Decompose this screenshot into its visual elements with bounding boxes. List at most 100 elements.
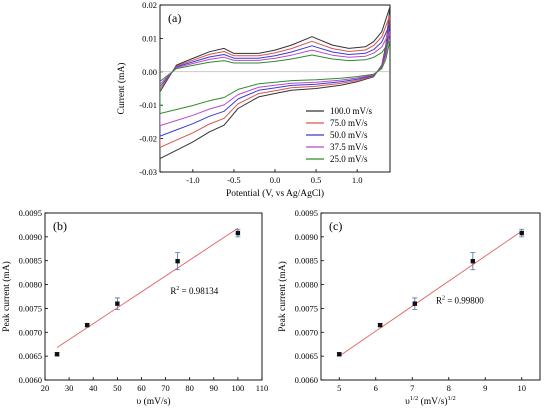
data-point — [54, 352, 60, 357]
x-tick-label: 7 — [410, 383, 414, 393]
annotation-part: = 0.98134 — [179, 286, 218, 296]
data-point — [519, 228, 525, 238]
annotation-superscript: 2 — [442, 296, 445, 302]
data-point — [377, 322, 383, 328]
x-tick-label: 50 — [113, 383, 122, 393]
panel-label: (a) — [168, 11, 181, 25]
y-tick-label: 0.0060 — [295, 375, 318, 385]
y-tick-label: 0.0060 — [19, 375, 42, 385]
annotation-part: R — [170, 286, 176, 296]
x-axis-label-part: υ — [405, 397, 410, 407]
y-tick-label: 0.0085 — [295, 256, 318, 266]
x-tick-label: 110 — [256, 383, 268, 393]
annotation-part: R — [436, 296, 442, 306]
y-tick-label: -0.01 — [139, 100, 157, 110]
data-point — [175, 252, 181, 271]
x-tick-label: 0.5 — [311, 175, 322, 185]
y-tick-label: 0.0090 — [295, 232, 318, 242]
annotation-superscript: 2 — [176, 286, 179, 292]
panel-c: 5 6 7 8 9 10 0.0060 0.0065 0.0070 0.0075 0.0080 0.0… — [277, 208, 541, 407]
y-axis-label: Peak current (mA) — [1, 261, 12, 332]
y-tick-label: 0.0075 — [19, 303, 42, 313]
y-tick-label: 0.0090 — [19, 232, 42, 242]
x-tick-label: 8 — [447, 383, 451, 393]
r-squared-annotation: R2 = 0.98134 — [170, 286, 218, 296]
x-axis-label-part: (mV/s) — [418, 396, 447, 407]
y-tick-label: 0.0095 — [295, 208, 318, 218]
point-marker — [235, 230, 241, 236]
x-tick-label: 1.0 — [352, 175, 363, 185]
x-tick-label: 5 — [337, 383, 341, 393]
data-point — [84, 322, 90, 328]
data-point — [235, 228, 241, 238]
x-tick-label: 20 — [41, 383, 50, 393]
point-marker — [337, 352, 342, 357]
point-marker — [84, 322, 90, 328]
x-axis-label: υ1/2 (mV/s)1/2 — [405, 395, 456, 407]
legend-entry: 100.0 mV/s — [330, 106, 373, 116]
y-tick-label: 0.02 — [142, 0, 157, 10]
y-tick-label: 0.0070 — [19, 327, 42, 337]
x-tick-label: 0.0 — [270, 175, 281, 185]
y-tick-label: 0.0095 — [19, 208, 42, 218]
data-point — [336, 352, 342, 357]
legend-entry: 75.0 mV/s — [330, 118, 368, 128]
point-marker — [377, 322, 383, 328]
y-tick-label: 0.0065 — [295, 351, 318, 361]
y-tick-label: 0.0085 — [19, 256, 42, 266]
cv-curve-25-0-mv-s — [160, 40, 390, 114]
plot-frame — [320, 212, 541, 381]
legend-entry: 50.0 mV/s — [330, 130, 368, 140]
x-tick-label: 30 — [65, 383, 74, 393]
x-tick-label: 9 — [483, 383, 487, 393]
data-point — [470, 252, 476, 271]
y-tick-label: 0.0075 — [295, 303, 318, 313]
cv-curve-75-0-mv-s — [160, 14, 390, 148]
y-tick-label: 0.0080 — [295, 280, 318, 290]
y-tick-label: 0.0070 — [295, 327, 318, 337]
x-tick-label: 90 — [210, 383, 219, 393]
x-axis-label-superscript: 1/2 — [410, 395, 418, 402]
point-marker — [175, 258, 180, 264]
legend-entry: 37.5 mV/s — [330, 142, 368, 152]
x-tick-label: 70 — [161, 383, 170, 393]
fit-line — [338, 230, 523, 357]
x-tick-label: -1.0 — [186, 175, 199, 185]
cv-curve-50-0-mv-s — [160, 23, 390, 137]
panel-a: -1.0 -0.5 0.0 0.5 1.0 -0.03 -0.02 -0.01 0.00 0.01… — [116, 0, 391, 199]
point-marker — [519, 230, 524, 236]
panel-label: (b) — [53, 219, 67, 233]
y-tick-label: 0.0080 — [19, 280, 42, 290]
point-marker — [54, 352, 60, 357]
x-axis-label-superscript: 1/2 — [448, 395, 456, 402]
y-tick-label: -0.03 — [139, 167, 157, 177]
panel-b: 20 30 40 50 60 70 80 90 100 110 0.0060 0.0065 0.0070… — [1, 208, 268, 407]
y-tick-label: 0.0065 — [19, 351, 42, 361]
x-axis-label: υ (mV/s) — [137, 396, 171, 407]
y-tick-label: 0.01 — [142, 33, 157, 43]
y-tick-label: -0.02 — [139, 134, 157, 144]
cv-curve-100-0-mv-s — [160, 6, 390, 160]
legend-entry: 25.0 mV/s — [330, 154, 368, 164]
x-tick-label: 100 — [232, 383, 245, 393]
x-tick-label: 60 — [137, 383, 146, 393]
y-tick-label: 0.00 — [142, 67, 157, 77]
y-axis-label: Peak current (mA) — [277, 261, 288, 332]
x-axis-label: Potential (V, vs Ag/AgCl) — [226, 188, 324, 199]
point-marker — [470, 258, 476, 264]
panel-label: (c) — [329, 219, 342, 233]
r-squared-annotation: R2 = 0.99800 — [436, 296, 484, 306]
y-axis-label: Current (mA) — [116, 63, 127, 115]
fit-line — [56, 227, 239, 348]
x-tick-label: 80 — [185, 383, 194, 393]
data-point — [114, 297, 120, 310]
annotation-part: = 0.99800 — [445, 296, 484, 306]
data-point — [412, 297, 418, 310]
point-marker — [412, 301, 418, 306]
x-tick-label: 6 — [374, 383, 378, 393]
plot-frame — [44, 212, 263, 381]
x-tick-label: 10 — [518, 383, 527, 393]
point-marker — [115, 301, 120, 306]
x-tick-label: 40 — [89, 383, 98, 393]
